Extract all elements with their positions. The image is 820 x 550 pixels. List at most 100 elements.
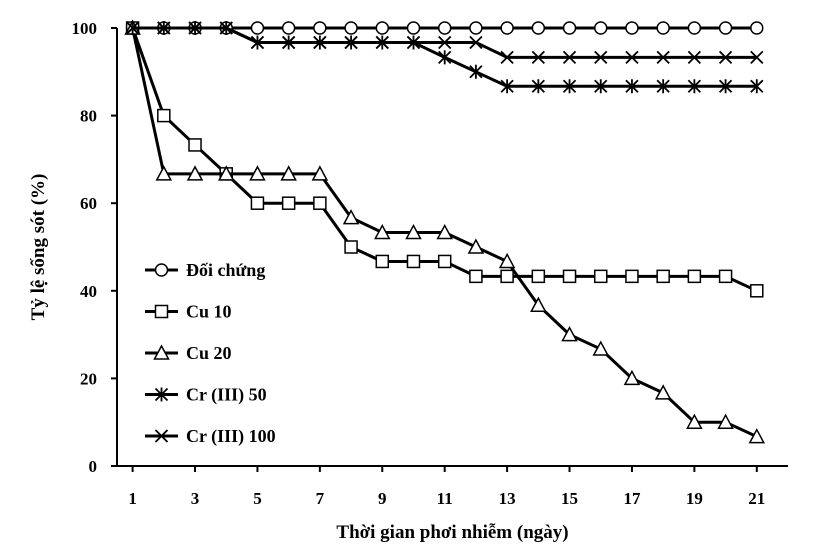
data-point — [374, 223, 391, 240]
data-point — [250, 35, 265, 50]
data-point — [594, 79, 608, 94]
data-point — [249, 165, 266, 181]
legend-item-3: Cu 20 — [145, 343, 232, 363]
x-ticks: 1 3 5 7 9 11 13 15 17 19 21 — [128, 466, 765, 508]
data-point — [375, 254, 390, 269]
data-point — [748, 428, 766, 444]
data-point — [342, 209, 360, 225]
plot-area — [124, 19, 766, 444]
legend-item-4: Cr (III) 50 — [145, 385, 267, 406]
data-point — [155, 165, 173, 181]
x-tick-label: 1 — [128, 489, 137, 508]
data-point — [344, 21, 358, 35]
data-point — [250, 21, 265, 35]
data-point — [375, 21, 390, 35]
data-point — [217, 165, 235, 181]
y-tick-label: 0 — [89, 457, 98, 476]
data-point — [188, 138, 202, 152]
data-point — [625, 269, 639, 284]
data-point — [498, 252, 516, 269]
data-point — [469, 269, 483, 284]
y-tick-label: 40 — [80, 282, 97, 301]
data-point — [687, 79, 702, 94]
data-point — [593, 21, 608, 35]
data-point — [436, 223, 453, 240]
axes — [116, 28, 788, 467]
data-point — [186, 165, 204, 181]
x-tick-label: 21 — [748, 489, 765, 508]
data-point — [500, 269, 514, 284]
data-point — [531, 21, 546, 35]
y-tick-label: 20 — [80, 369, 97, 388]
data-point — [750, 79, 764, 94]
data-point — [406, 254, 421, 269]
y-tick-label: 100 — [72, 19, 98, 38]
data-point — [530, 296, 547, 313]
data-point — [656, 79, 670, 94]
series-3 — [124, 19, 766, 444]
data-point — [687, 21, 702, 35]
legend-swatch-marker — [154, 429, 169, 443]
data-point — [469, 21, 483, 35]
data-point — [656, 50, 670, 64]
data-point — [282, 35, 296, 50]
x-tick-label: 5 — [253, 489, 262, 508]
x-tick-label: 11 — [437, 489, 453, 508]
data-point — [469, 64, 483, 79]
x-axis-title: Thời gian phơi nhiễm (ngày) — [336, 522, 568, 543]
data-point — [593, 269, 608, 284]
data-point — [562, 50, 577, 64]
data-point — [656, 269, 670, 284]
y-tick-label: 60 — [80, 194, 97, 213]
legend-label: Cr (III) 50 — [186, 385, 267, 406]
data-point — [125, 21, 140, 35]
data-point — [500, 79, 514, 94]
data-point — [405, 223, 422, 240]
data-point — [406, 21, 421, 35]
legend-label: Cr (III) 100 — [186, 426, 276, 447]
y-ticks: 0 20 40 60 80 100 — [72, 19, 117, 476]
data-point — [687, 50, 702, 64]
data-point — [406, 35, 421, 50]
data-point — [500, 50, 514, 64]
series-5 — [125, 21, 764, 64]
data-point — [313, 196, 327, 210]
legend: Đối chứng Cu 10 Cu 20 Cr (III) 50 Cr (III) 1… — [145, 260, 276, 447]
data-point — [467, 238, 485, 254]
data-point — [625, 79, 639, 94]
data-point — [562, 269, 577, 284]
data-point — [750, 284, 764, 298]
data-point — [531, 79, 545, 94]
legend-label: Cu 20 — [186, 343, 232, 363]
data-point — [157, 21, 171, 35]
data-point — [623, 369, 641, 386]
legend-swatch-marker — [154, 263, 169, 277]
data-point — [717, 413, 734, 429]
data-point — [281, 196, 296, 210]
data-point — [656, 21, 670, 35]
legend-swatch-marker — [153, 344, 170, 360]
data-point — [625, 50, 639, 64]
legend-label: Đối chứng — [186, 260, 265, 280]
data-point — [562, 21, 577, 35]
data-point — [313, 35, 327, 50]
legend-item-5: Cr (III) 100 — [145, 426, 276, 447]
data-point — [531, 50, 545, 64]
data-point — [311, 165, 329, 181]
data-point — [562, 79, 577, 94]
data-point — [592, 340, 609, 356]
data-point — [718, 269, 733, 284]
data-point — [686, 413, 703, 429]
series-line — [131, 27, 758, 293]
data-point — [438, 35, 452, 50]
data-point — [438, 50, 452, 65]
legend-item-1: Đối chứng — [145, 260, 265, 280]
data-point — [344, 35, 358, 50]
data-point — [594, 50, 608, 64]
data-point — [157, 108, 171, 123]
data-point — [344, 240, 358, 254]
y-tick-label: 80 — [80, 107, 97, 126]
data-point — [625, 21, 639, 35]
data-point — [750, 50, 764, 64]
